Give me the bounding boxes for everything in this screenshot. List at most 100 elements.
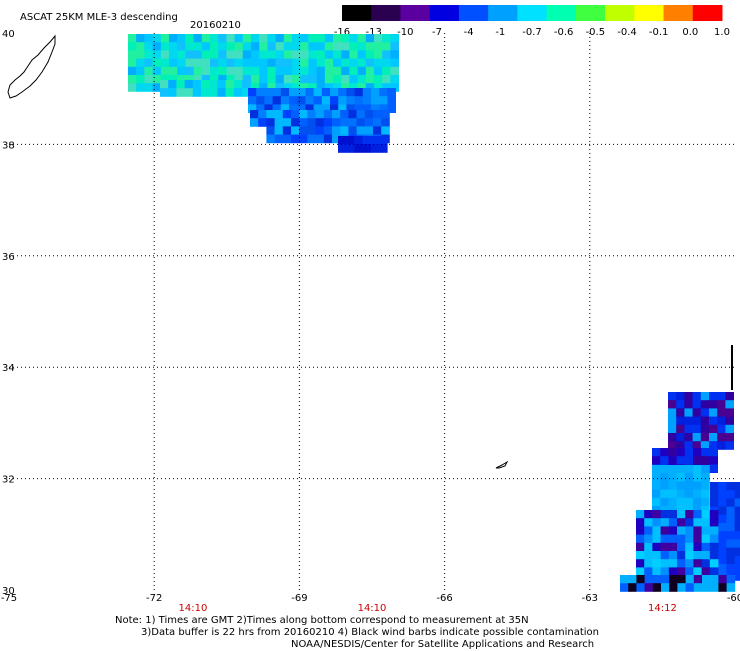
wind-cell xyxy=(660,510,670,519)
wind-cell xyxy=(374,75,383,84)
wind-cell xyxy=(324,66,334,76)
wind-cell xyxy=(217,80,226,89)
wind-cell xyxy=(362,144,372,153)
wind-cell xyxy=(693,456,702,465)
wind-cell xyxy=(726,583,736,592)
colorbar-swatch xyxy=(488,5,518,21)
wind-cell xyxy=(660,448,669,457)
wind-cell xyxy=(676,441,685,450)
wind-cell xyxy=(700,400,710,409)
wind-cell xyxy=(684,497,694,507)
wind-cell xyxy=(210,34,219,43)
wind-cell xyxy=(717,441,726,450)
wind-cell xyxy=(160,88,169,97)
wind-cell xyxy=(251,75,260,84)
wind-cell xyxy=(692,433,702,442)
wind-cell xyxy=(668,456,677,465)
wind-cell xyxy=(292,83,301,92)
wind-cell xyxy=(701,534,711,544)
wind-cell xyxy=(324,50,334,59)
wind-cell xyxy=(177,66,186,76)
wind-cell xyxy=(177,50,186,59)
coastline xyxy=(7,34,509,469)
wind-cell xyxy=(660,497,669,507)
wind-cell xyxy=(160,80,169,89)
wind-cell xyxy=(660,489,669,499)
wind-cell xyxy=(684,408,693,417)
wind-cell xyxy=(210,75,219,84)
wind-cell xyxy=(282,134,292,144)
wind-cell xyxy=(718,498,727,507)
wind-cell xyxy=(201,50,211,59)
wind-cell xyxy=(185,34,194,43)
wind-cell xyxy=(324,83,334,92)
wind-cell xyxy=(718,583,727,592)
wind-cell xyxy=(192,80,202,89)
wind-cell xyxy=(379,96,388,105)
wind-cell xyxy=(692,424,702,434)
wind-cell xyxy=(660,481,669,490)
wind-cell xyxy=(315,110,325,119)
wind-cell xyxy=(234,66,244,76)
wind-cell xyxy=(274,118,284,127)
wind-cell xyxy=(144,50,153,59)
colorbar-label: -0.5 xyxy=(586,27,606,38)
wind-cell xyxy=(321,104,331,113)
wind-cell xyxy=(660,518,670,527)
wind-cell xyxy=(201,58,211,68)
wind-cell xyxy=(709,433,718,442)
wind-cell xyxy=(283,50,293,59)
wind-cell xyxy=(710,575,719,584)
wind-cell xyxy=(364,110,374,119)
x-tick-label: -75 xyxy=(1,593,17,604)
wind-cell xyxy=(313,104,323,113)
wind-cell xyxy=(226,42,235,51)
colorbar-swatch xyxy=(400,5,431,21)
wind-cell xyxy=(709,518,719,527)
wind-cell xyxy=(700,441,710,450)
y-tick-label: 36 xyxy=(2,252,15,263)
wind-cell xyxy=(349,66,358,76)
wind-cell xyxy=(152,83,162,92)
wind-cell xyxy=(242,42,252,51)
wind-cell xyxy=(636,559,645,568)
wind-cell xyxy=(677,583,686,592)
wind-cell xyxy=(225,80,235,89)
wind-cell xyxy=(636,583,645,592)
wind-cell xyxy=(152,34,162,43)
wind-cell xyxy=(185,75,194,84)
wind-cell xyxy=(718,531,727,540)
wind-cell xyxy=(726,539,735,548)
wind-cell xyxy=(652,510,661,519)
wind-cell xyxy=(338,96,347,105)
wind-cell xyxy=(709,559,719,568)
wind-cell xyxy=(321,96,331,105)
wind-cell xyxy=(136,58,145,68)
wind-cell xyxy=(709,456,718,465)
colorbar-swatch xyxy=(575,5,606,21)
wind-cell xyxy=(700,408,710,417)
wind-cell xyxy=(201,42,211,51)
wind-cell xyxy=(299,126,308,135)
wind-cell xyxy=(636,575,645,584)
wind-cell xyxy=(289,96,298,105)
wind-cell xyxy=(275,58,285,68)
wind-cell xyxy=(725,441,734,450)
wind-cell xyxy=(324,34,334,43)
wind-cell xyxy=(370,144,380,153)
wind-cell xyxy=(242,66,252,76)
wind-cell xyxy=(332,134,341,144)
wind-cell xyxy=(718,564,727,573)
wind-cell xyxy=(709,542,719,552)
wind-cell xyxy=(652,489,661,499)
wind-cell xyxy=(315,134,325,144)
wind-cell xyxy=(684,456,694,465)
wind-cell xyxy=(323,118,333,127)
wind-cell xyxy=(315,118,325,127)
colorbar-label: 1.0 xyxy=(714,27,730,38)
wind-cell xyxy=(709,408,718,417)
x-axis-ticks: -75 -72 -69 -66 -63 -60 xyxy=(1,593,740,604)
wind-cell xyxy=(710,498,719,507)
wind-cell xyxy=(264,88,273,97)
wind-cell xyxy=(620,583,629,592)
